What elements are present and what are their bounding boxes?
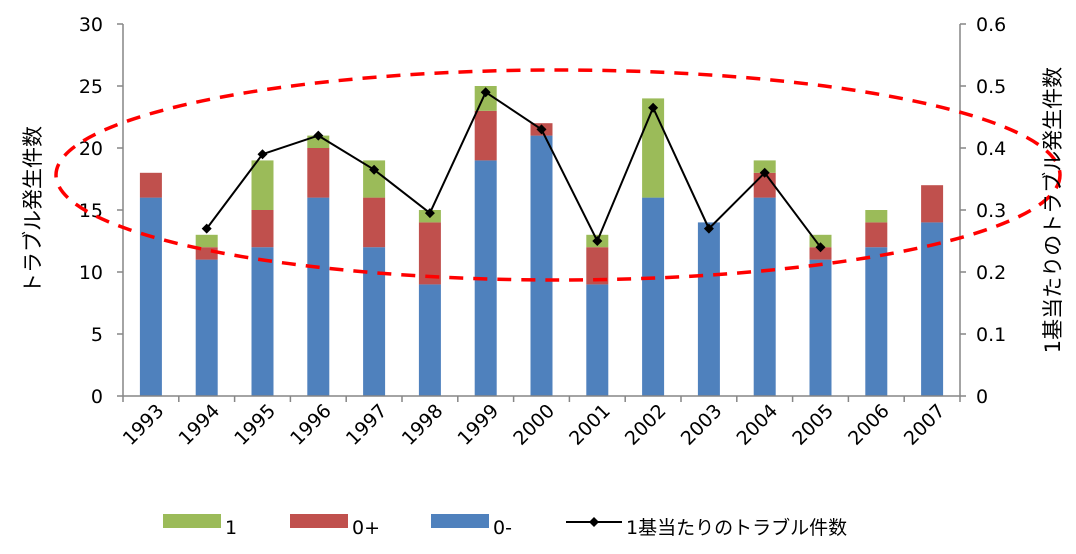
legend-swatch-0+: [290, 514, 348, 528]
bar-0+-1995: [251, 210, 274, 248]
series-line-per-unit: [205, 90, 822, 248]
line-layer: [201, 87, 826, 253]
x-tick-label: 1996: [286, 400, 336, 450]
bar-0--2003: [697, 222, 720, 396]
x-tick-label: 1993: [119, 400, 169, 450]
x-tick-label: 2000: [509, 400, 559, 450]
y-axis-title: トラブル発生件数: [21, 126, 45, 294]
line-point-marker: [313, 130, 324, 141]
bar-0--2005: [809, 259, 832, 396]
x-tick-label: 2007: [900, 400, 950, 450]
bar-0--1996: [307, 197, 330, 396]
y-tick-label: 30: [79, 14, 103, 36]
y-tick-label: 5: [91, 324, 103, 346]
bar-0--2002: [642, 197, 665, 396]
bar-1-2004: [753, 160, 776, 173]
y-tick-label: 0: [91, 386, 103, 408]
line-point-marker: [257, 149, 268, 160]
y2-tick-label: 0.2: [976, 262, 1006, 284]
y2-tick-label: 0.6: [976, 14, 1006, 36]
x-tick-label: 2001: [565, 400, 615, 450]
y-tick-label: 10: [79, 262, 103, 284]
bar-0+-1993: [139, 172, 162, 198]
x-tick-label: 1997: [342, 400, 392, 450]
line-point-marker: [536, 124, 547, 135]
y-tick-label: 20: [79, 138, 103, 160]
line-point-marker: [815, 242, 826, 253]
bar-0--1993: [139, 197, 162, 396]
y2-tick-label: 0.4: [976, 138, 1006, 160]
x-tick-label: 1998: [398, 400, 448, 450]
bar-1-1994: [195, 234, 218, 248]
bar-0+-1999: [474, 110, 497, 161]
y2-tick-label: 0.3: [976, 200, 1006, 222]
legend-swatch-marker: [589, 517, 599, 527]
bar-0+-2001: [586, 247, 609, 285]
x-tick-label: 2006: [844, 400, 894, 450]
line-point-marker: [369, 164, 380, 175]
y2-tick-label: 0.1: [976, 324, 1006, 346]
bar-1-1995: [251, 160, 274, 210]
legend-label-line: 1基当たりのトラブル件数: [626, 516, 847, 539]
legend-label-0-: 0-: [493, 517, 512, 539]
line-point-marker: [703, 223, 714, 234]
line-point-marker: [648, 102, 659, 113]
line-point-marker: [480, 87, 491, 98]
bar-0+-2007: [921, 185, 944, 223]
bar-0--1997: [363, 247, 386, 396]
bar-0--2004: [753, 197, 776, 396]
legend-label-0+: 0+: [352, 517, 380, 539]
bar-0--1994: [195, 259, 218, 396]
bar-0+-1998: [418, 222, 441, 285]
y-tick-label: 25: [79, 76, 103, 98]
x-tick-label: 2005: [788, 400, 838, 450]
x-tick-label: 2004: [732, 400, 782, 450]
bar-1-2005: [809, 234, 832, 248]
legend-swatch-1: [163, 514, 221, 528]
bar-1-2002: [642, 98, 665, 198]
line-point-marker: [201, 223, 212, 234]
bar-1-1997: [363, 160, 386, 198]
highlight-ellipse: [54, 68, 1062, 282]
x-tick-label: 1995: [230, 400, 280, 450]
bar-0--1998: [418, 284, 441, 396]
y2-tick-label: 0: [976, 386, 988, 408]
legend: 1 0+ 0- 1基当たりのトラブル件数: [163, 514, 847, 539]
bar-0--1995: [251, 247, 274, 396]
line-point-marker: [424, 208, 435, 219]
x-tick-label: 1999: [453, 400, 503, 450]
bar-0--2001: [586, 284, 609, 396]
bar-1-2006: [865, 210, 888, 223]
bar-0--2006: [865, 247, 888, 396]
bar-0+-1996: [307, 148, 330, 198]
bar-0+-2006: [865, 222, 888, 248]
x-tick-label: 2003: [677, 400, 727, 450]
y2-tick-label: 0.5: [976, 76, 1006, 98]
x-tick-label: 2002: [621, 400, 671, 450]
bar-0+-2005: [809, 247, 832, 260]
bar-0--2000: [530, 135, 553, 396]
line-point-marker: [759, 167, 770, 178]
bars-layer: [139, 86, 944, 396]
y2-axis-title: 1基当たりのトラブル発生件数: [1041, 67, 1065, 353]
x-tick-label: 1994: [174, 400, 224, 450]
bar-0--2007: [921, 222, 944, 396]
legend-swatch-0-: [431, 514, 489, 528]
legend-label-1: 1: [225, 517, 237, 539]
bar-0+-1997: [363, 197, 386, 248]
line-point-marker: [592, 236, 603, 246]
